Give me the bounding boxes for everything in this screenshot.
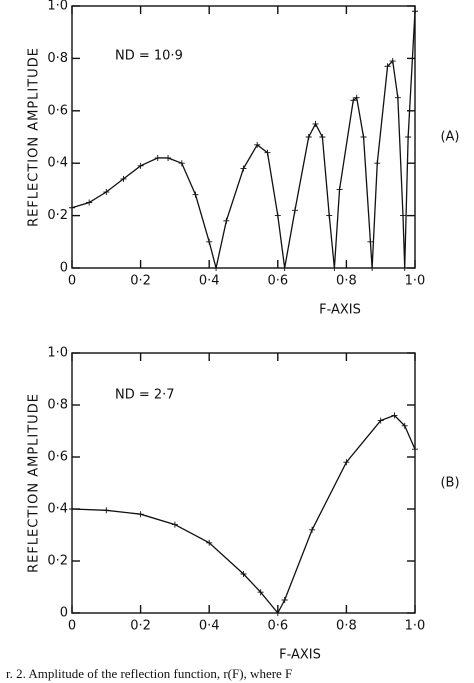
point-marker	[312, 120, 319, 127]
point-marker	[405, 134, 412, 140]
point-marker	[137, 511, 144, 518]
x-tick-label: 0·4	[199, 619, 220, 634]
y-tick-label: 0·8	[47, 398, 68, 413]
y-tick-label: 0	[60, 606, 68, 621]
x-tick-label: 0·8	[336, 274, 357, 289]
y-tick-label: 0·8	[47, 51, 68, 66]
point-marker	[394, 94, 401, 101]
panel-label: (B)	[440, 476, 459, 491]
annotation: ND = 2·7	[115, 388, 175, 403]
point-marker	[86, 199, 93, 206]
point-marker	[369, 265, 376, 271]
point-marker	[206, 238, 213, 245]
y-tick-label: 0·6	[47, 103, 68, 118]
point-marker	[343, 459, 350, 466]
point-marker	[120, 175, 127, 182]
y-axis-label: REFLECTION AMPLITUDE	[27, 393, 42, 573]
point-marker	[213, 265, 220, 271]
x-tick-label: 0·6	[267, 274, 288, 289]
point-marker	[291, 207, 298, 214]
point-marker	[69, 506, 75, 512]
point-marker	[240, 165, 247, 172]
point-marker	[353, 94, 360, 101]
x-axis-label: F-AXIS	[319, 303, 361, 318]
point-marker	[336, 186, 343, 193]
point-marker	[389, 58, 396, 65]
point-marker	[178, 160, 185, 167]
point-marker	[274, 212, 281, 219]
point-marker	[331, 265, 338, 271]
point-marker	[103, 189, 110, 196]
point-marker	[165, 154, 172, 161]
point-marker	[374, 160, 381, 167]
y-tick-label: 0	[60, 261, 68, 276]
x-tick-label: 1·0	[405, 619, 426, 634]
point-marker	[254, 141, 261, 148]
point-marker	[171, 521, 178, 528]
point-marker	[103, 507, 110, 514]
x-tick-label: 0·6	[267, 619, 288, 634]
point-marker	[412, 446, 418, 453]
point-marker	[401, 265, 408, 271]
point-marker	[281, 265, 288, 271]
caption: r. 2. Amplitude of the reflection functi…	[6, 666, 292, 681]
point-marker	[412, 8, 418, 15]
x-tick-label: 0·4	[199, 274, 220, 289]
point-marker	[137, 162, 144, 169]
point-marker	[274, 610, 281, 616]
point-marker	[223, 217, 230, 224]
point-marker	[319, 134, 326, 140]
x-tick-label: 0·8	[336, 619, 357, 634]
point-marker	[399, 212, 406, 219]
point-marker	[367, 238, 374, 245]
x-tick-label: 0·2	[130, 274, 151, 289]
curve	[71, 414, 416, 615]
point-marker	[326, 212, 333, 219]
point-marker	[360, 134, 367, 140]
point-marker	[401, 422, 408, 429]
plot-frame	[71, 352, 416, 614]
y-tick-label: 0·2	[47, 208, 68, 223]
point-marker	[192, 191, 199, 198]
point-marker	[154, 154, 161, 161]
point-marker	[309, 526, 316, 533]
point-marker	[264, 149, 271, 156]
y-tick-label: 1·0	[47, 0, 68, 14]
x-tick-label: 0·2	[130, 619, 151, 634]
point-marker	[281, 597, 288, 603]
point-marker	[240, 571, 247, 577]
y-tick-label: 0·4	[47, 502, 68, 517]
point-marker	[391, 412, 398, 419]
point-marker	[257, 589, 264, 596]
point-marker	[69, 204, 75, 211]
y-axis-label: REFLECTION AMPLITUDE	[27, 47, 42, 227]
point-marker	[350, 97, 357, 104]
point-marker	[377, 417, 384, 424]
y-tick-label: 0·4	[47, 156, 68, 171]
x-tick-label: 1·0	[405, 274, 426, 289]
y-tick-label: 0·6	[47, 450, 68, 465]
annotation: ND = 10·9	[115, 49, 183, 64]
x-tick-label: 0	[68, 274, 76, 289]
x-tick-label: 0	[68, 619, 76, 634]
panel-label: (A)	[440, 130, 459, 145]
point-marker	[384, 63, 391, 70]
plot-frame	[71, 5, 416, 269]
point-marker	[206, 539, 213, 546]
x-axis-label: F-AXIS	[279, 648, 321, 663]
y-tick-label: 1·0	[47, 346, 68, 361]
point-marker	[305, 134, 312, 140]
y-tick-label: 0·2	[47, 554, 68, 569]
